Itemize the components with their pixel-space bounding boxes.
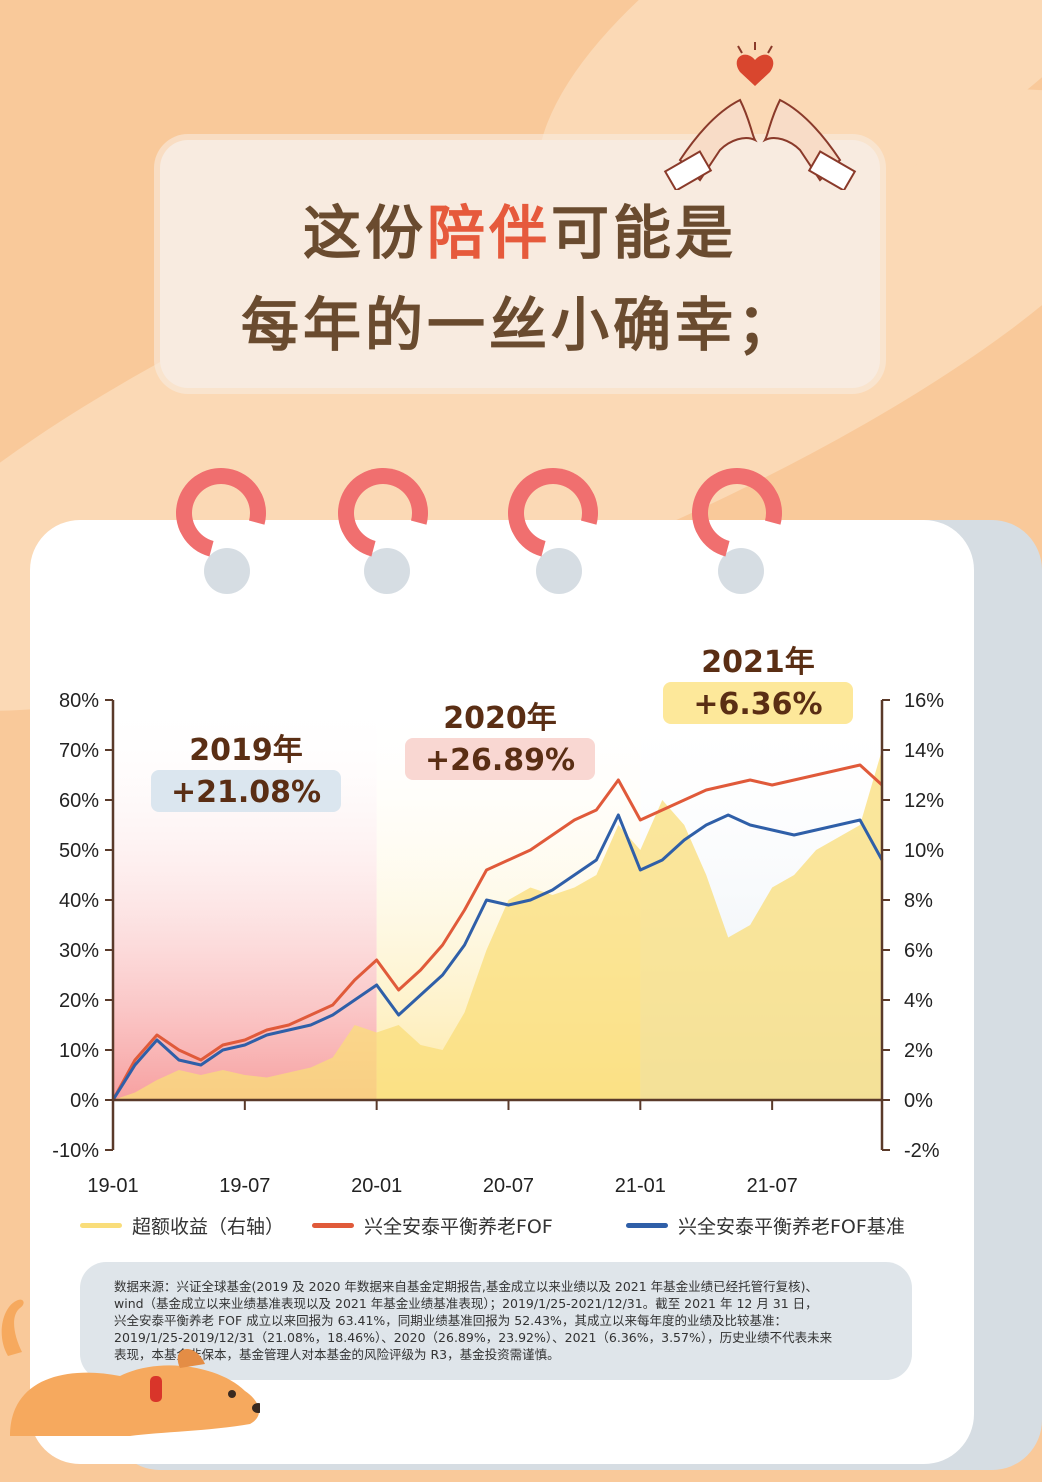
ring-hole — [204, 548, 250, 594]
note-line: 数据来源：兴证全球基金(2019 及 2020 年数据来自基金定期报告,基金成立… — [114, 1279, 819, 1294]
legend-item-excess: 超额收益（右轴） — [80, 1212, 284, 1239]
right-tick-label: 8% — [904, 890, 933, 912]
fund-line — [111, 763, 884, 1101]
benchmark-line — [111, 813, 884, 1101]
right-tick-label: 0% — [904, 1090, 933, 1112]
period-value-label: +21.08% — [171, 775, 321, 810]
right-tick-label: 6% — [904, 940, 933, 962]
right-tick-label: 16% — [904, 690, 944, 712]
legend-swatch — [626, 1223, 668, 1228]
legend-item-benchmark: 兴全安泰平衡养老FOF基准 — [626, 1212, 905, 1239]
period-year-label: 2020年 — [443, 701, 557, 736]
ring-hole — [364, 548, 410, 594]
legend-swatch — [80, 1223, 122, 1228]
left-tick-label: 60% — [59, 790, 99, 812]
headline-line-1: 这份陪伴可能是 — [160, 186, 880, 270]
legend-label: 兴全安泰平衡养老FOF — [364, 1216, 553, 1238]
left-tick-label: 70% — [59, 740, 99, 762]
legend-swatch — [312, 1223, 354, 1228]
left-tick-label: 20% — [59, 990, 99, 1012]
left-tick-label: 10% — [59, 1040, 99, 1062]
dog-tail-icon — [1, 1299, 24, 1356]
ring-hole — [718, 548, 764, 594]
period-value-badge — [663, 682, 853, 724]
heart-hands-icon — [663, 42, 857, 190]
period-value-label: +6.36% — [693, 687, 822, 722]
left-tick-label: 30% — [59, 940, 99, 962]
right-tick-label: 12% — [904, 790, 944, 812]
right-tick-label: 2% — [904, 1040, 933, 1062]
period-year-label: 2019年 — [189, 733, 303, 768]
legend-item-fund: 兴全安泰平衡养老FOF — [312, 1212, 553, 1239]
dog-illustration-icon — [10, 1348, 260, 1436]
note-line: 2019/1/25-2019/12/31（21.08%，18.46%）、2020… — [114, 1330, 833, 1345]
ring-hole — [536, 548, 582, 594]
year-band — [113, 700, 377, 1100]
x-tick-label: 19-01 — [87, 1175, 138, 1197]
note-line: wind（基金成立以来业绩基准表现以及 2021 年基金业绩基准表现）；2019… — [114, 1296, 818, 1311]
period-value-badge — [405, 738, 595, 780]
right-tick-label: 14% — [904, 740, 944, 762]
left-tick-label: 40% — [59, 890, 99, 912]
period-year-label: 2021年 — [701, 645, 815, 680]
note-line: 表现，本基金非保本，基金管理人对本基金的风险评级为 R3，基金投资需谨慎。 — [114, 1347, 560, 1362]
x-tick-label: 21-01 — [615, 1175, 666, 1197]
chart-legend: 超额收益（右轴） 兴全安泰平衡养老FOF 兴全安泰平衡养老FOF基准 — [80, 1212, 940, 1246]
note-line: 兴全安泰平衡养老 FOF 成立以来回报为 63.41%，同期业绩基准回报为 52… — [114, 1313, 787, 1328]
headline-text: 可能是 — [551, 199, 738, 267]
right-tick-label: 10% — [904, 840, 944, 862]
period-value-label: +26.89% — [425, 743, 575, 778]
headline-highlight: 陪伴 — [426, 199, 551, 267]
right-tick-label: 4% — [904, 990, 933, 1012]
left-tick-label: -10% — [52, 1140, 99, 1162]
headline-text: 这份 — [302, 199, 427, 267]
left-tick-label: 0% — [70, 1090, 99, 1112]
x-tick-label: 19-07 — [219, 1175, 270, 1197]
period-value-badge — [151, 770, 341, 812]
left-tick-label: 80% — [59, 690, 99, 712]
x-tick-label: 20-01 — [351, 1175, 402, 1197]
data-source-note: 数据来源：兴证全球基金(2019 及 2020 年数据来自基金定期报告,基金成立… — [80, 1262, 912, 1380]
right-tick-label: -2% — [904, 1140, 940, 1162]
x-tick-label: 20-07 — [483, 1175, 534, 1197]
legend-label: 超额收益（右轴） — [132, 1216, 285, 1238]
headline-banner: 这份陪伴可能是 每年的一丝小确幸； — [160, 140, 880, 388]
left-tick-label: 50% — [59, 840, 99, 862]
x-tick-label: 21-07 — [747, 1175, 798, 1197]
headline-line-2: 每年的一丝小确幸； — [240, 291, 799, 359]
legend-label: 兴全安泰平衡养老FOF基准 — [678, 1216, 905, 1238]
